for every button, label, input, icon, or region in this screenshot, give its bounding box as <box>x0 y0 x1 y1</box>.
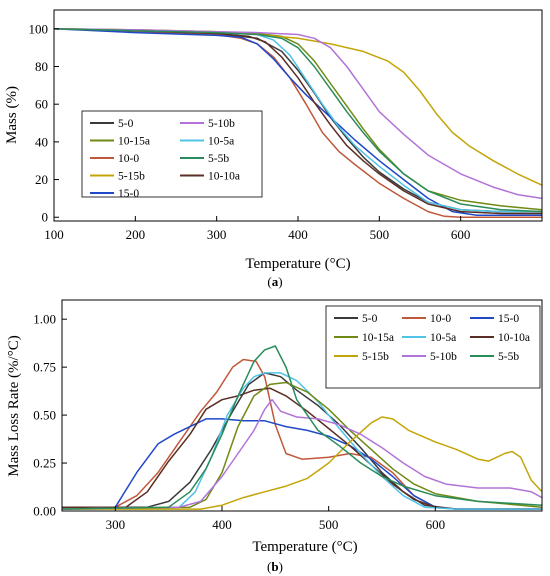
panel-a-legend-label-5-5b: 5-5b <box>208 153 229 165</box>
panel-b-y-tick-label: 0.25 <box>33 456 56 471</box>
panel-a-legend-label-5-10b: 5-10b <box>208 118 235 130</box>
panel-b-label-open: ( <box>267 559 271 574</box>
panel-b-legend-box <box>325 305 541 389</box>
panel-a-label-open: ( <box>267 274 271 289</box>
panel-b-series-line-10-0 <box>61 358 542 510</box>
panel-a-y-tick-label: 60 <box>35 97 48 112</box>
panel-b-legend-label-10-5a: 10-5a <box>430 332 456 344</box>
panel-a-label-close: ) <box>278 274 282 289</box>
panel-b-label: (b) <box>267 559 283 574</box>
panel-a-label: (a) <box>267 274 282 289</box>
panel-a-legend-label-10-10a: 10-10a <box>208 171 240 183</box>
panel-b-series-line-5-5b <box>61 345 543 510</box>
panel-a-legend-label-10-5a: 10-5a <box>208 136 234 148</box>
panel-a-ticks: 100 200 300 400 500 600 0 20 40 60 80 100 <box>29 21 471 242</box>
panel-b-legend-label-10-10a: 10-10a <box>498 332 530 344</box>
panel-b-x-tick-label: 400 <box>212 517 232 532</box>
panel-b-series-line-5-15b <box>62 416 543 510</box>
panel-b-series-line-15-0 <box>61 418 542 510</box>
panel-a-legend-label-5-0: 5-0 <box>118 118 134 130</box>
panel-a-legend-label-10-15a: 10-15a <box>118 136 150 148</box>
panel-b-label-close: ) <box>279 559 283 574</box>
panel-b-x-axis-label: Temperature (°C) <box>252 539 357 555</box>
panel-a-legend-label-10-0: 10-0 <box>118 153 139 165</box>
panel-b-y-axis-label: Mass Loss Rate (%/°C) <box>6 335 22 476</box>
panel-b-legend-label-5-5b: 5-5b <box>498 351 519 363</box>
panel-a-series-line-15-0 <box>53 28 542 217</box>
panel-a-legend-label-5-15b: 5-15b <box>118 171 145 183</box>
panel-a-y-tick-label: 0 <box>42 210 49 225</box>
panel-a-series-group <box>53 28 543 218</box>
panel-a-y-axis-label: Mass (%) <box>4 86 20 144</box>
panel-a-y-tick-label: 20 <box>35 172 48 187</box>
panel-b-series-line-5-10b <box>61 398 543 510</box>
panel-a-x-axis-label: Temperature (°C) <box>245 256 350 272</box>
panel-b-ticks: 300 400 500 600 0.00 0.25 0.50 0.75 1.00 <box>33 312 445 532</box>
panel-a-series-line-10-10a <box>53 28 542 215</box>
panel-b-series-line-10-10a <box>62 387 542 510</box>
panel-b-plot-frame <box>61 299 543 512</box>
panel-b-legend-label-5-10b: 5-10b <box>430 351 457 363</box>
panel-b-legend-label-15-0: 15-0 <box>498 313 519 325</box>
panel-b-legend-label-5-15b: 5-15b <box>362 351 389 363</box>
panel-b-y-tick-label: 0.00 <box>33 504 56 519</box>
panel-a-y-tick-label: 80 <box>35 59 48 74</box>
panel-a-y-tick-label: 40 <box>35 134 48 149</box>
panel-b-x-tick-label: 300 <box>106 517 126 532</box>
panel-b-legend: 5-0 10-15a 5-15b 10-0 10-5a 5-10b 15-0 10-10a 5-… <box>325 305 541 389</box>
panel-b-y-tick-label: 0.75 <box>33 360 56 375</box>
panel-a-x-tick-label: 100 <box>44 227 64 242</box>
panel-b-series-line-10-15a <box>61 381 543 510</box>
panel-a-label-letter: a <box>272 274 279 289</box>
panel-a-y-tick-label: 100 <box>29 21 49 36</box>
panel-a-legend-label-15-0: 15-0 <box>118 188 139 200</box>
panel-a-x-tick-label: 300 <box>207 227 227 242</box>
panel-b-y-tick-label: 0.50 <box>33 408 56 423</box>
panel-a-legend: 5-0 10-15a 10-0 5-15b 15-0 5-10b 10-5a 5-5b 10-1… <box>81 110 263 200</box>
panel-a-x-tick-label: 400 <box>288 227 308 242</box>
panel-b-series-group <box>61 345 543 510</box>
panel-b-x-tick-label: 600 <box>426 517 446 532</box>
panel-b-y-tick-label: 1.00 <box>33 312 56 327</box>
panel-a-mass-chart: 100 200 300 400 500 600 0 20 40 60 80 100 Temperatu… <box>4 9 543 289</box>
panel-a-series-line-5-10b <box>53 28 543 200</box>
panel-a-x-tick-label: 500 <box>370 227 390 242</box>
panel-b-series-line-5-0 <box>62 372 542 510</box>
panel-b-x-tick-label: 500 <box>319 517 339 532</box>
panel-b-legend-label-10-15a: 10-15a <box>362 332 394 344</box>
panel-a-x-tick-label: 200 <box>126 227 146 242</box>
panel-b-label-letter: b <box>271 559 278 574</box>
panel-b-mass-loss-rate-chart: 300 400 500 600 0.00 0.25 0.50 0.75 1.00 Tempera… <box>6 299 543 574</box>
panel-b-legend-label-10-0: 10-0 <box>430 313 451 325</box>
panel-b-legend-label-5-0: 5-0 <box>362 313 378 325</box>
panel-a-x-tick-label: 600 <box>451 227 471 242</box>
panel-a-series-line-5-5b <box>53 28 543 213</box>
panel-a-legend-box <box>81 110 263 198</box>
